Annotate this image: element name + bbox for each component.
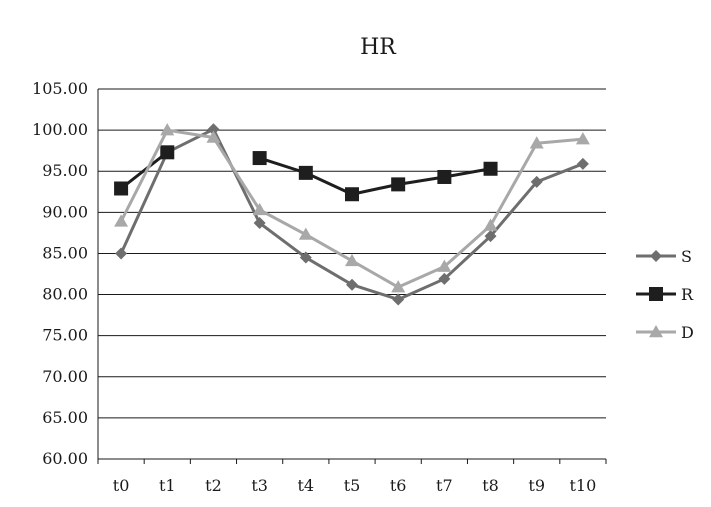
x-tick-label-t7: t7	[436, 476, 453, 495]
y-axis: 60.00 65.00 70.00 75.00 80.00 85.00 90.00 95.00…	[32, 79, 99, 468]
y-tick-label-9: 105.00	[32, 79, 88, 98]
series-D	[114, 123, 590, 293]
chart-title: HR	[360, 35, 397, 60]
data-point-R-t1	[160, 145, 175, 160]
data-point-S-t7	[438, 272, 451, 285]
data-point-D-t9	[529, 136, 544, 149]
legend-marker-D	[649, 325, 663, 338]
series-line-R-1	[259, 156, 491, 196]
legend-marker-S	[650, 250, 662, 262]
data-point-R-t6	[391, 177, 406, 192]
y-tick-label-1: 65.00	[42, 408, 88, 427]
data-point-R-t8	[483, 161, 498, 176]
data-point-S-t8	[484, 230, 497, 243]
data-point-D-t8	[483, 218, 498, 231]
y-tick-label-3: 75.00	[42, 326, 88, 345]
legend-item-D: D	[636, 323, 694, 342]
data-point-R-t0	[114, 181, 129, 196]
series-S	[115, 123, 589, 306]
data-point-D-t4	[298, 227, 313, 240]
x-tick-label-t1: t1	[159, 476, 176, 495]
x-tick-label-t6: t6	[390, 476, 407, 495]
data-point-R-t5	[345, 187, 359, 202]
data-point-D-t6	[391, 280, 406, 293]
x-axis: t0 t1 t2 t3 t4 t5 t6 t7 t8 t9 t10	[97, 459, 607, 495]
data-point-S-t0	[115, 247, 128, 260]
data-point-S-t9	[530, 175, 543, 188]
data-point-S-t10	[576, 157, 589, 170]
gridlines	[98, 88, 606, 460]
data-point-R-t7	[437, 169, 452, 184]
y-tick-label-4: 80.00	[42, 285, 88, 304]
data-point-R-t3	[252, 151, 267, 166]
series-layer	[114, 123, 590, 306]
data-point-S-t3	[253, 217, 266, 230]
data-point-D-t5	[345, 253, 359, 267]
y-tick-label-0: 60.00	[42, 449, 88, 468]
data-point-D-t10	[575, 132, 590, 145]
data-point-S-t2	[207, 123, 220, 136]
y-tick-label-2: 70.00	[42, 367, 88, 386]
data-point-S-t4	[299, 251, 312, 264]
x-tick-label-t2: t2	[205, 476, 222, 495]
legend: SRD	[636, 247, 694, 342]
x-tick-label-t9: t9	[528, 476, 545, 495]
data-point-S-t5	[346, 278, 358, 291]
x-tick-label-t3: t3	[251, 476, 268, 495]
x-tick-label-t10: t10	[570, 476, 597, 495]
series-line-R-0	[120, 151, 169, 190]
data-point-D-t2	[206, 130, 221, 143]
data-point-D-t7	[437, 259, 452, 272]
legend-label-R: R	[681, 285, 694, 304]
y-tick-label-7: 95.00	[42, 161, 88, 180]
x-tick-label-t5: t5	[344, 476, 361, 495]
legend-item-R: R	[636, 285, 694, 304]
data-point-D-t1	[160, 123, 175, 136]
legend-item-S: S	[636, 247, 692, 266]
y-tick-label-8: 100.00	[32, 120, 88, 139]
x-tick-label-t8: t8	[482, 476, 499, 495]
x-tick-label-t4: t4	[298, 476, 315, 495]
y-tick-label-6: 90.00	[42, 202, 88, 221]
legend-label-D: D	[681, 323, 694, 342]
series-R	[114, 145, 498, 202]
x-tick-label-t0: t0	[113, 476, 130, 495]
y-tick-label-5: 85.00	[42, 243, 88, 262]
data-point-D-t0	[114, 214, 129, 227]
legend-marker-R	[649, 287, 663, 301]
legend-label-S: S	[681, 247, 692, 266]
data-point-R-t4	[298, 165, 313, 180]
data-point-D-t3	[252, 202, 267, 216]
series-line-S-0	[119, 127, 584, 301]
data-point-S-t6	[392, 293, 405, 306]
